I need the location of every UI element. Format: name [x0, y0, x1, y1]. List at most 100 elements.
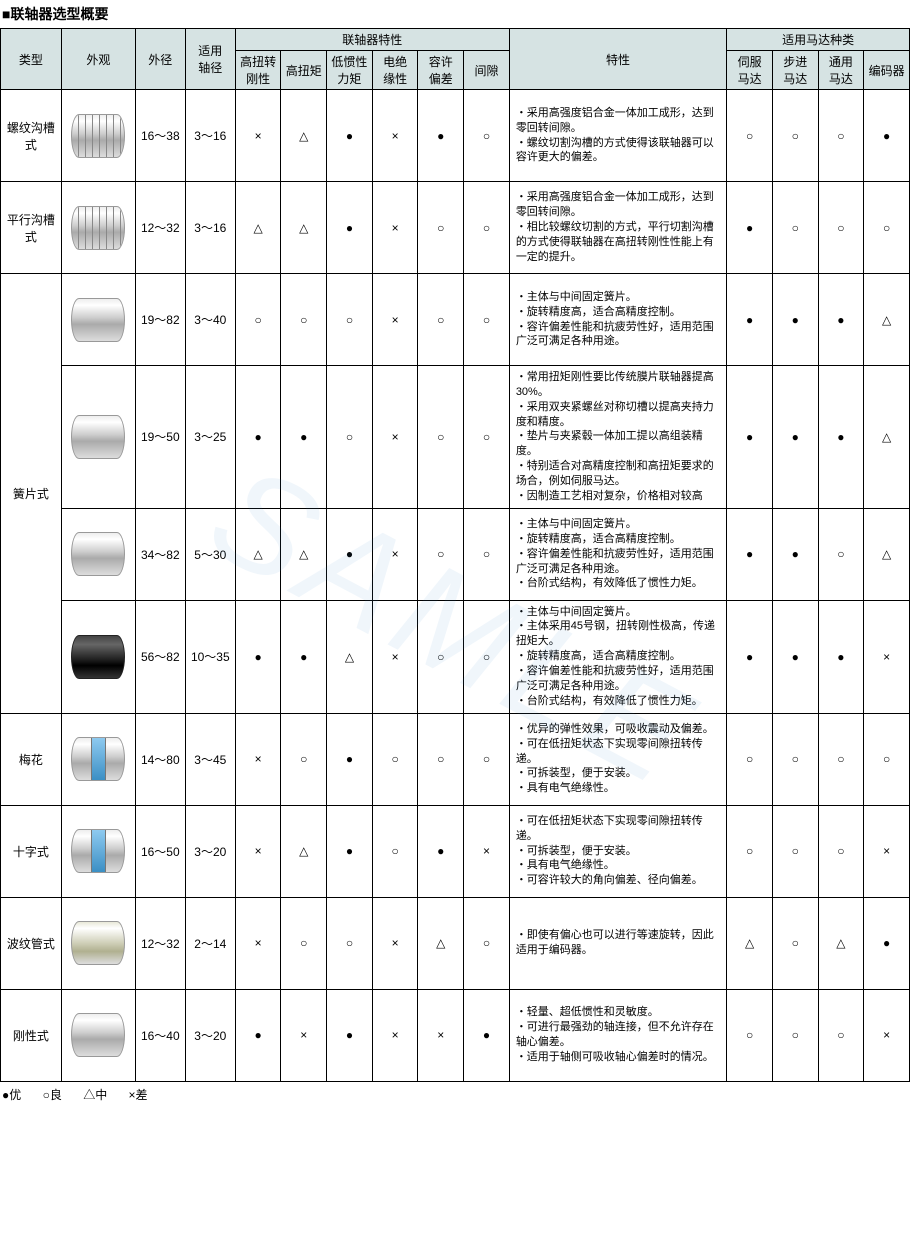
feature-cell: ・即使有偏心也可以进行等速旋转，因此适用于编码器。: [509, 897, 726, 989]
char-cell: ×: [372, 897, 418, 989]
char-cell: ●: [327, 989, 373, 1081]
feature-cell: ・优异的弹性效果，可吸收震动及偏差。・可在低扭矩状态下实现零间隙扭转传递。・可拆…: [509, 713, 726, 805]
bore-cell: 3～16: [185, 182, 235, 274]
motor-cell: ●: [772, 508, 818, 600]
table-row: 19～503～25●●○×○○・常用扭矩刚性要比传统膜片联轴器提高30%。・采用…: [1, 366, 910, 509]
motor-cell: ○: [772, 805, 818, 897]
motor-cell: ●: [727, 508, 773, 600]
motor-cell: ●: [818, 274, 864, 366]
char-cell: ●: [281, 600, 327, 713]
legend-1: ●优: [2, 1088, 21, 1102]
diameter-cell: 16～38: [135, 90, 185, 182]
th-c3: 低惯性 力矩: [327, 51, 373, 90]
table-row: 簧片式19～823～40○○○×○○・主体与中间固定簧片。・旋转精度高，适合高精…: [1, 274, 910, 366]
appearance-cell: [61, 366, 135, 509]
char-cell: ○: [327, 897, 373, 989]
motor-cell: ○: [818, 989, 864, 1081]
char-cell: ○: [418, 600, 464, 713]
motor-cell: ○: [727, 989, 773, 1081]
table-row: 34～825～30△△●×○○・主体与中间固定簧片。・旋转精度高，适合高精度控制…: [1, 508, 910, 600]
char-cell: ○: [235, 274, 281, 366]
char-cell: ○: [372, 713, 418, 805]
char-cell: ×: [418, 989, 464, 1081]
motor-cell: ○: [727, 805, 773, 897]
bore-cell: 10～35: [185, 600, 235, 713]
appearance-cell: [61, 274, 135, 366]
char-cell: ○: [372, 805, 418, 897]
diameter-cell: 12～32: [135, 182, 185, 274]
diameter-cell: 12～32: [135, 897, 185, 989]
diameter-cell: 16～40: [135, 989, 185, 1081]
char-cell: ●: [418, 90, 464, 182]
char-cell: ○: [418, 508, 464, 600]
char-cell: ●: [235, 600, 281, 713]
char-cell: ○: [464, 366, 510, 509]
th-m2: 步进 马达: [772, 51, 818, 90]
diameter-cell: 16～50: [135, 805, 185, 897]
feature-cell: ・轻量、超低惯性和灵敏度。・可进行最强劲的轴连接，但不允许存在轴心偏差。・适用于…: [509, 989, 726, 1081]
feature-cell: ・可在低扭矩状态下实现零间隙扭转传递。・可拆装型，便于安装。・具有电气绝缘性。・…: [509, 805, 726, 897]
motor-cell: ×: [864, 805, 910, 897]
motor-cell: ●: [772, 366, 818, 509]
bore-cell: 3～20: [185, 805, 235, 897]
motor-cell: ○: [818, 90, 864, 182]
motor-cell: △: [864, 366, 910, 509]
char-cell: ●: [327, 90, 373, 182]
th-diameter: 外径: [135, 29, 185, 90]
th-feat: 特性: [509, 29, 726, 90]
appearance-cell: [61, 897, 135, 989]
char-cell: ○: [464, 274, 510, 366]
char-cell: ○: [464, 897, 510, 989]
motor-cell: ×: [864, 989, 910, 1081]
table-header: 类型 外观 外径 适用 轴径 联轴器特性 特性 适用马达种类 高扭转 刚性 高扭…: [1, 29, 910, 90]
char-cell: △: [327, 600, 373, 713]
char-cell: ×: [235, 713, 281, 805]
type-cell: 簧片式: [1, 274, 62, 714]
char-cell: ×: [372, 600, 418, 713]
char-cell: ○: [464, 182, 510, 274]
char-cell: ●: [235, 989, 281, 1081]
motor-cell: ●: [818, 600, 864, 713]
bore-cell: 3～16: [185, 90, 235, 182]
motor-cell: ○: [818, 805, 864, 897]
th-c4: 电绝 缘性: [372, 51, 418, 90]
char-cell: ○: [418, 366, 464, 509]
char-cell: ○: [464, 508, 510, 600]
appearance-cell: [61, 713, 135, 805]
motor-cell: ●: [818, 366, 864, 509]
bore-cell: 3～20: [185, 989, 235, 1081]
feature-cell: ・采用高强度铝合金一体加工成形，达到零回转间隙。・螺纹切割沟槽的方式使得该联轴器…: [509, 90, 726, 182]
char-cell: ×: [464, 805, 510, 897]
th-c6: 间隙: [464, 51, 510, 90]
th-m1: 伺服 马达: [727, 51, 773, 90]
th-char-group: 联轴器特性: [235, 29, 509, 51]
table-row: 平行沟槽式12～323～16△△●×○○・采用高强度铝合金一体加工成形，达到零回…: [1, 182, 910, 274]
diameter-cell: 14～80: [135, 713, 185, 805]
appearance-cell: [61, 805, 135, 897]
char-cell: ○: [464, 713, 510, 805]
char-cell: ○: [418, 713, 464, 805]
char-cell: ○: [281, 274, 327, 366]
char-cell: ×: [235, 805, 281, 897]
appearance-cell: [61, 90, 135, 182]
char-cell: ○: [418, 182, 464, 274]
diameter-cell: 56～82: [135, 600, 185, 713]
motor-cell: ○: [772, 713, 818, 805]
char-cell: △: [235, 182, 281, 274]
char-cell: ●: [418, 805, 464, 897]
motor-cell: ○: [772, 897, 818, 989]
th-c5: 容许 偏差: [418, 51, 464, 90]
table-body: 螺纹沟槽式16～383～16×△●×●○・采用高强度铝合金一体加工成形，达到零回…: [1, 90, 910, 1082]
bore-cell: 3～45: [185, 713, 235, 805]
motor-cell: ○: [772, 90, 818, 182]
bore-cell: 3～25: [185, 366, 235, 509]
motor-cell: ○: [772, 182, 818, 274]
type-cell: 刚性式: [1, 989, 62, 1081]
char-cell: △: [281, 182, 327, 274]
char-cell: ●: [464, 989, 510, 1081]
char-cell: ×: [235, 90, 281, 182]
appearance-cell: [61, 600, 135, 713]
char-cell: ×: [372, 182, 418, 274]
char-cell: ○: [464, 90, 510, 182]
motor-cell: △: [864, 508, 910, 600]
